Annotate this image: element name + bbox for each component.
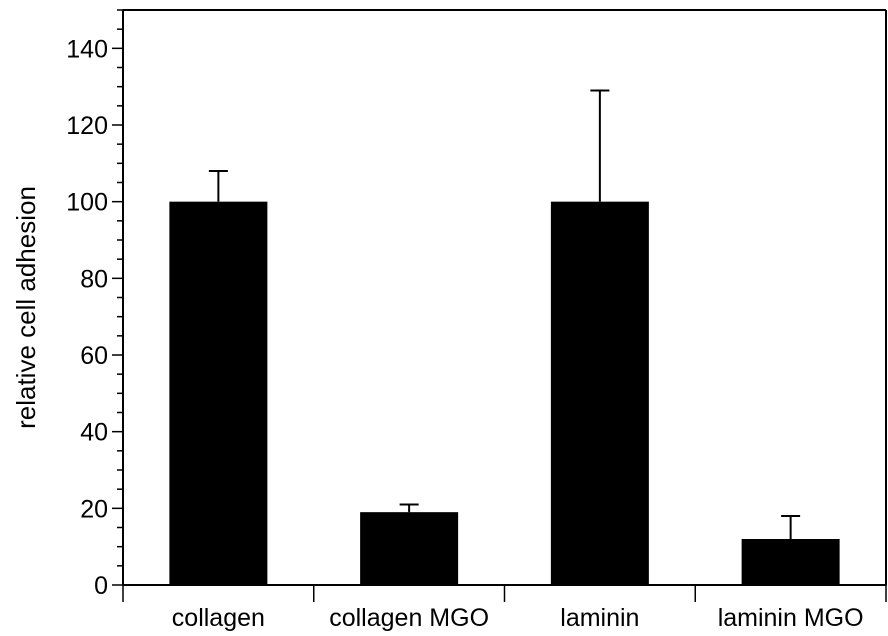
x-tick-label: laminin MGO	[718, 604, 864, 632]
bars	[169, 201, 840, 585]
y-axis-tick-labels: 0 20 40 60 80 100 120 140	[66, 35, 108, 600]
y-tick-label: 40	[80, 419, 108, 447]
error-bars	[208, 89, 801, 539]
x-axis-ticks	[122, 585, 887, 602]
x-tick-label: collagen	[172, 604, 265, 632]
y-tick-label: 80	[80, 265, 108, 293]
bar-collagen-mgo	[360, 512, 459, 585]
bar-collagen	[169, 201, 268, 585]
x-tick-label: laminin	[560, 604, 639, 632]
y-tick-label: 140	[66, 35, 108, 63]
y-tick-label: 120	[66, 112, 108, 140]
y-tick-label: 0	[94, 572, 108, 600]
x-axis-tick-labels: collagen collagen MGO laminin laminin MGO	[172, 604, 864, 632]
x-tick-label: collagen MGO	[329, 604, 489, 632]
y-axis-title: relative cell adhesion	[11, 186, 41, 429]
bar-laminin-mgo	[741, 539, 840, 585]
y-tick-label: 60	[80, 342, 108, 370]
y-axis-ticks	[112, 9, 123, 586]
y-tick-label: 100	[66, 189, 108, 217]
bar-laminin	[550, 201, 649, 585]
y-tick-label: 20	[80, 495, 108, 523]
